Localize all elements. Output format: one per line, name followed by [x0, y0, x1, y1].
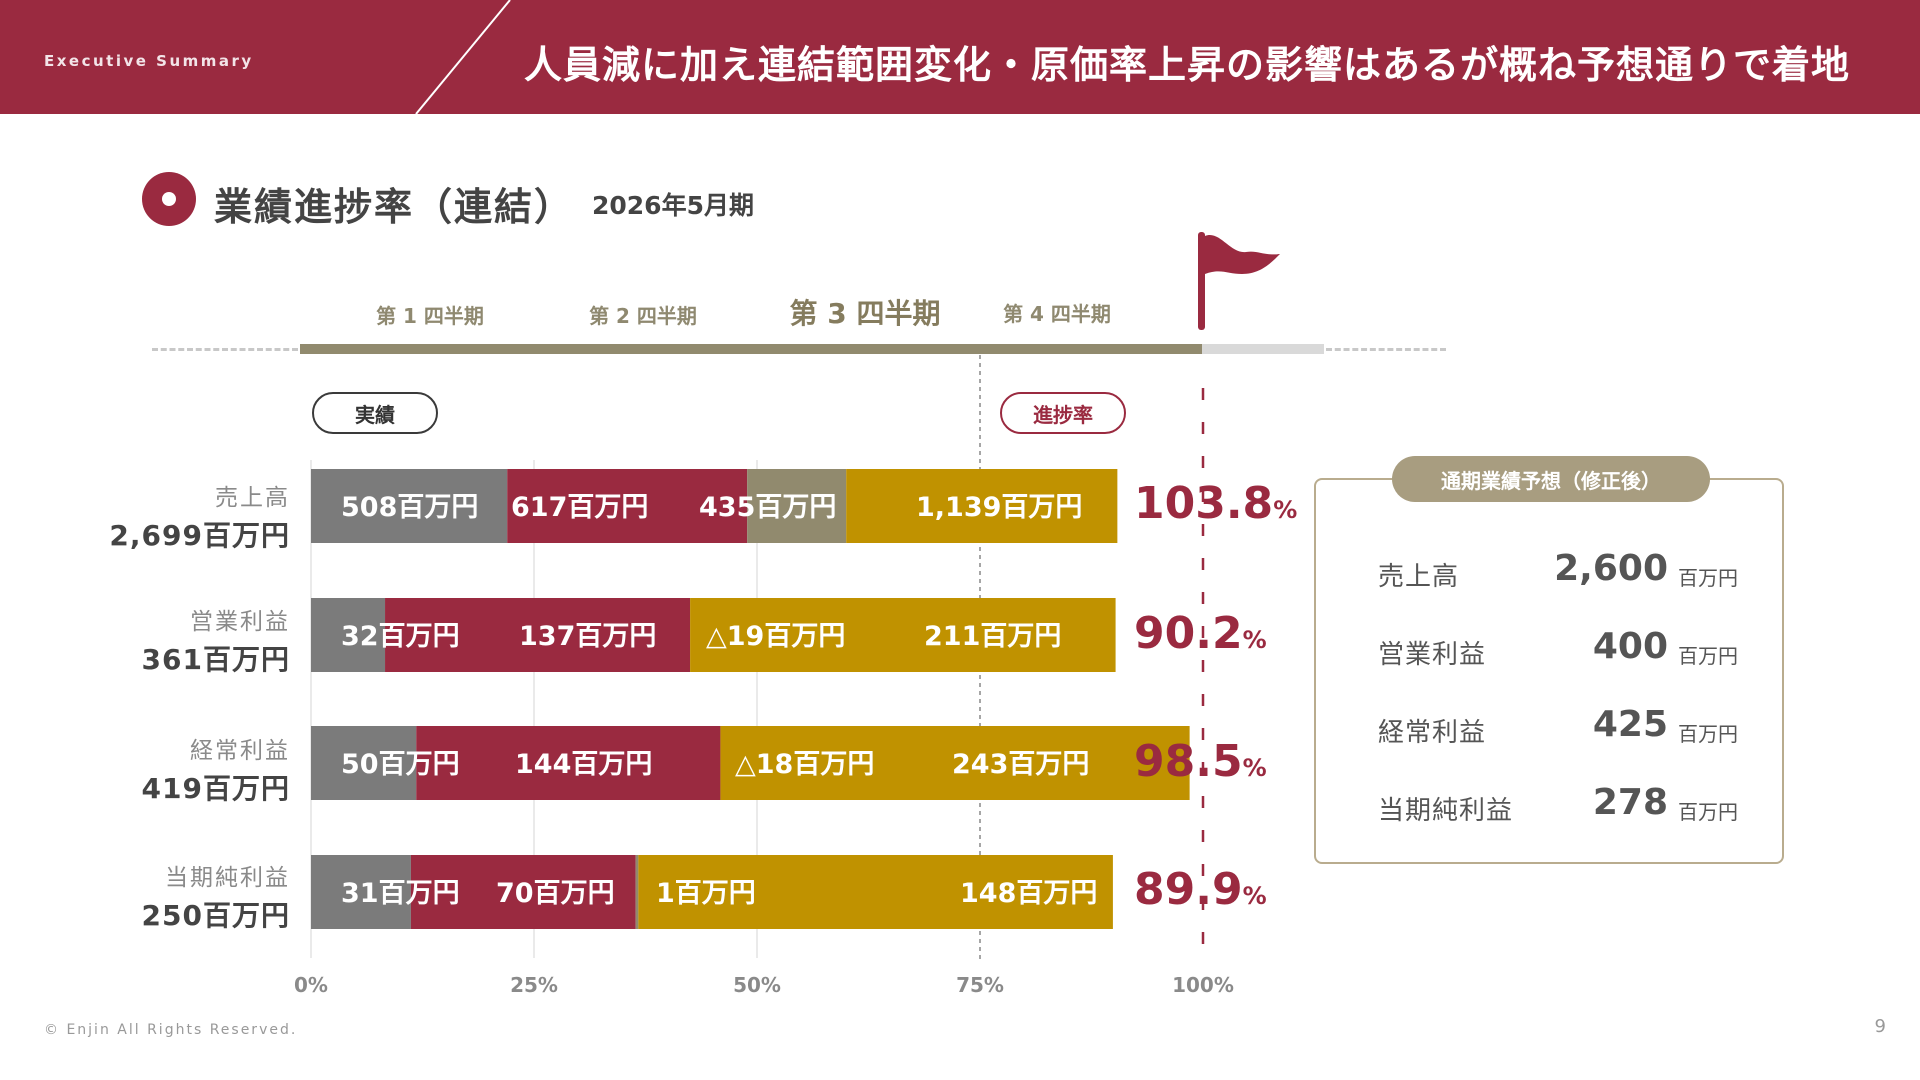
row-label-name: 経常利益: [190, 738, 290, 764]
timeline-dash-left: [152, 348, 298, 351]
progress-rate-value: 89.9: [1134, 864, 1243, 915]
quarter-label-2: 第 2 四半期: [589, 304, 697, 328]
row-label-total: 419百万円: [141, 772, 290, 805]
header-banner: Executive Summary 人員減に加え連結範囲変化・原価率上昇の影響は…: [0, 0, 1920, 114]
progress-rate-value: 90.2: [1134, 608, 1243, 659]
bar-segment: [311, 469, 508, 543]
header-slash-decoration: [415, 0, 511, 114]
timeline-progress-bar: [300, 344, 1202, 354]
bar-segment-label: 70百万円: [496, 878, 615, 909]
bar-segment: [311, 598, 386, 672]
progress-rate-operating-profit: 90.2%: [1134, 608, 1267, 659]
forecast-label: 営業利益: [1378, 640, 1487, 670]
timeline-remaining-bar: [1202, 344, 1324, 354]
bar-segment: [747, 469, 847, 543]
x-tick-label: 100%: [1172, 973, 1234, 997]
row-label-sales: 売上高 2,699百万円: [109, 478, 290, 554]
bar-segment: [846, 469, 1118, 543]
forecast-unit: 百万円: [1678, 800, 1738, 824]
progress-rate-net-income: 89.9%: [1134, 864, 1267, 915]
timeline-dash-right: [1326, 348, 1446, 351]
forecast-label: 売上高: [1378, 562, 1460, 592]
goal-flag-icon: [1198, 232, 1280, 330]
copyright: © Enjin All Rights Reserved.: [44, 1022, 298, 1038]
forecast-label: 経常利益: [1378, 718, 1487, 748]
bar-segment-label: △19百万円: [706, 621, 845, 652]
progress-rate-value: 98.5: [1134, 736, 1243, 787]
bar-segment-label: 1,139百万円: [916, 492, 1082, 523]
progress-rate-sales: 103.8%: [1134, 478, 1297, 529]
forecast-value: 278: [1592, 782, 1668, 823]
row-label-name: 営業利益: [190, 609, 290, 635]
forecast-box: [1314, 478, 1784, 864]
row-label-ordinary-profit: 経常利益 419百万円: [142, 731, 290, 807]
section-label: Executive Summary: [44, 52, 254, 70]
quarter-label-3-current: 第 3 四半期: [789, 297, 941, 330]
row-label-name: 当期純利益: [165, 865, 290, 891]
bar-segment: [311, 855, 411, 929]
bar-segment-label: 50百万円: [341, 749, 460, 780]
forecast-row-net-income: 当期純利益 278 百万円: [1378, 780, 1738, 830]
row-label-total: 250百万円: [141, 899, 290, 932]
bar-segment-label: 435百万円: [699, 492, 836, 523]
progress-rate-unit: %: [1273, 496, 1298, 524]
x-tick-label: 0%: [294, 973, 328, 997]
forecast-unit: 百万円: [1678, 644, 1738, 668]
x-tick-label: 50%: [733, 973, 781, 997]
bar-segment: [385, 598, 691, 672]
bar-segment: [638, 855, 1113, 929]
bar-segment: [720, 726, 1190, 800]
section-period: 2026年5月期: [592, 191, 754, 220]
forecast-value: 400: [1592, 626, 1668, 667]
bar-segment-label: 31百万円: [341, 878, 460, 909]
bar-segment: [311, 726, 417, 800]
forecast-label: 当期純利益: [1378, 796, 1514, 826]
page-headline: 人員減に加え連結範囲変化・原価率上昇の影響はあるが概ね予想通りで着地: [523, 43, 1850, 87]
quarter-label-1: 第 1 四半期: [376, 304, 484, 328]
forecast-value: 2,600: [1554, 548, 1668, 589]
x-tick-label: 25%: [510, 973, 558, 997]
forecast-unit: 百万円: [1678, 722, 1738, 746]
bar-segment: [690, 598, 1116, 672]
bar-segment-label: 211百万円: [924, 621, 1061, 652]
bar-segment-label: 508百万円: [341, 492, 478, 523]
forecast-unit: 百万円: [1678, 566, 1738, 590]
row-label-net-income: 当期純利益 250百万円: [142, 858, 290, 934]
bar-segment: [507, 469, 748, 543]
row-label-total: 2,699百万円: [109, 519, 290, 552]
legend-progress-pill: 進捗率: [1000, 392, 1126, 434]
forecast-value: 425: [1592, 704, 1668, 745]
row-label-name: 売上高: [215, 485, 290, 511]
progress-rate-value: 103.8: [1134, 478, 1274, 529]
bar-segment-label: 144百万円: [515, 749, 652, 780]
bar-segment: [410, 855, 636, 929]
bar-segment-label: △18百万円: [735, 749, 874, 780]
bar-segment-label: 243百万円: [952, 749, 1089, 780]
bar-segment: [416, 726, 721, 800]
page-number: 9: [1874, 1016, 1886, 1037]
bar-segment-label: 32百万円: [341, 621, 460, 652]
forecast-title: 通期業績予想（修正後）: [1392, 456, 1710, 502]
row-label-operating-profit: 営業利益 361百万円: [142, 602, 290, 678]
quarter-label-4: 第 4 四半期: [1003, 302, 1111, 326]
bar-segment: [635, 855, 639, 929]
forecast-row-operating-profit: 営業利益 400 百万円: [1378, 624, 1738, 674]
section-bullet-icon: [142, 172, 196, 226]
x-tick-label: 75%: [956, 973, 1004, 997]
progress-rate-unit: %: [1242, 882, 1267, 910]
bar-segment-label: 148百万円: [960, 878, 1097, 909]
bar-segment-label: 1百万円: [656, 878, 756, 909]
forecast-row-ordinary-profit: 経常利益 425 百万円: [1378, 702, 1738, 752]
row-label-total: 361百万円: [141, 643, 290, 676]
section-title: 業績進捗率（連結）: [214, 185, 575, 229]
legend-actual-pill: 実績: [312, 392, 438, 434]
bar-segment-label: 617百万円: [511, 492, 648, 523]
progress-rate-unit: %: [1242, 626, 1267, 654]
progress-rate-ordinary-profit: 98.5%: [1134, 736, 1267, 787]
forecast-row-sales: 売上高 2,600 百万円: [1378, 546, 1738, 596]
bar-segment-label: 137百万円: [519, 621, 656, 652]
progress-rate-unit: %: [1242, 754, 1267, 782]
